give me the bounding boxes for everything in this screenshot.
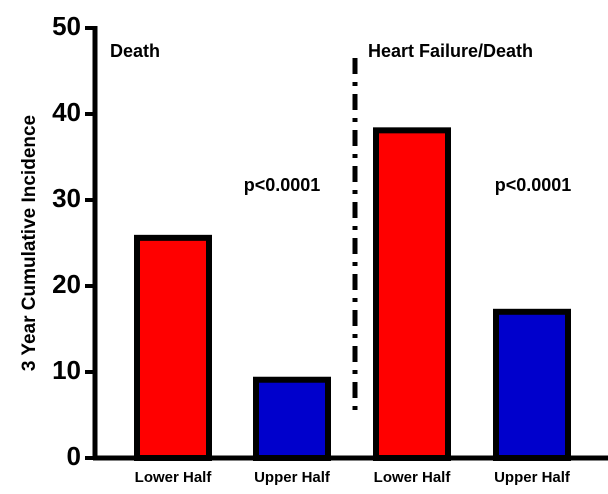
y-tick-label: 30 [52, 183, 81, 213]
annotation: p<0.0001 [495, 175, 572, 195]
x-tick-label: Lower Half [374, 469, 452, 486]
annotation: p<0.0001 [244, 175, 321, 195]
annotation: Heart Failure/Death [368, 41, 533, 61]
y-tick-label: 0 [67, 441, 81, 471]
bar [493, 308, 571, 461]
x-tick-label: Lower Half [135, 469, 213, 486]
bar [134, 234, 212, 461]
x-tick-label: Upper Half [494, 469, 571, 486]
y-tick-label: 10 [52, 355, 81, 385]
y-axis-label: 3 Year Cumulative Incidence [19, 115, 40, 371]
y-tick-label: 50 [52, 11, 81, 41]
y-tick-label: 20 [52, 269, 81, 299]
y-tick-label: 40 [52, 97, 81, 127]
bar [253, 376, 331, 461]
annotation: Death [110, 41, 160, 61]
x-tick-label: Upper Half [254, 469, 331, 486]
bar [373, 127, 451, 461]
